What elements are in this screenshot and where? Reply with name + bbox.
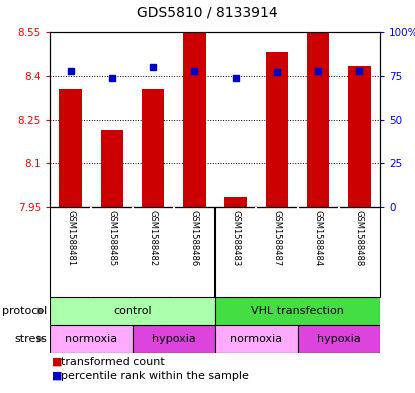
Point: [315, 67, 322, 73]
Bar: [348, 66, 371, 207]
Point: [109, 74, 115, 81]
Bar: [183, 32, 206, 207]
Point: [356, 67, 363, 73]
Bar: [224, 197, 247, 207]
Bar: [142, 89, 164, 207]
Text: percentile rank within the sample: percentile rank within the sample: [61, 371, 249, 381]
Text: protocol: protocol: [2, 306, 47, 316]
Point: [232, 74, 239, 81]
Text: GSM1588486: GSM1588486: [190, 210, 199, 266]
Bar: [307, 33, 330, 207]
Text: VHL transfection: VHL transfection: [251, 306, 344, 316]
Point: [273, 69, 280, 75]
Text: GSM1588482: GSM1588482: [149, 210, 158, 266]
Text: GSM1588488: GSM1588488: [355, 210, 364, 266]
Text: GSM1588487: GSM1588487: [272, 210, 281, 266]
Bar: [59, 89, 82, 207]
Text: GSM1588484: GSM1588484: [314, 210, 322, 266]
Bar: [215, 297, 380, 325]
Text: transformed count: transformed count: [61, 357, 165, 367]
Text: GSM1588483: GSM1588483: [231, 210, 240, 266]
Text: ■: ■: [52, 371, 63, 381]
Bar: [298, 325, 380, 353]
Text: hypoxia: hypoxia: [317, 334, 361, 344]
Text: GSM1588485: GSM1588485: [107, 210, 116, 266]
Text: normoxia: normoxia: [230, 334, 282, 344]
Bar: [50, 325, 132, 353]
Bar: [132, 325, 215, 353]
Text: control: control: [113, 306, 152, 316]
Text: hypoxia: hypoxia: [152, 334, 195, 344]
Text: GSM1588481: GSM1588481: [66, 210, 75, 266]
Text: stress: stress: [14, 334, 47, 344]
Bar: [215, 325, 298, 353]
Bar: [100, 130, 123, 207]
Text: normoxia: normoxia: [65, 334, 117, 344]
Point: [67, 67, 74, 73]
Point: [150, 64, 156, 70]
Bar: [266, 52, 288, 207]
Text: ■: ■: [52, 357, 63, 367]
Point: [191, 67, 198, 73]
Text: GDS5810 / 8133914: GDS5810 / 8133914: [137, 5, 278, 19]
Bar: [50, 297, 215, 325]
